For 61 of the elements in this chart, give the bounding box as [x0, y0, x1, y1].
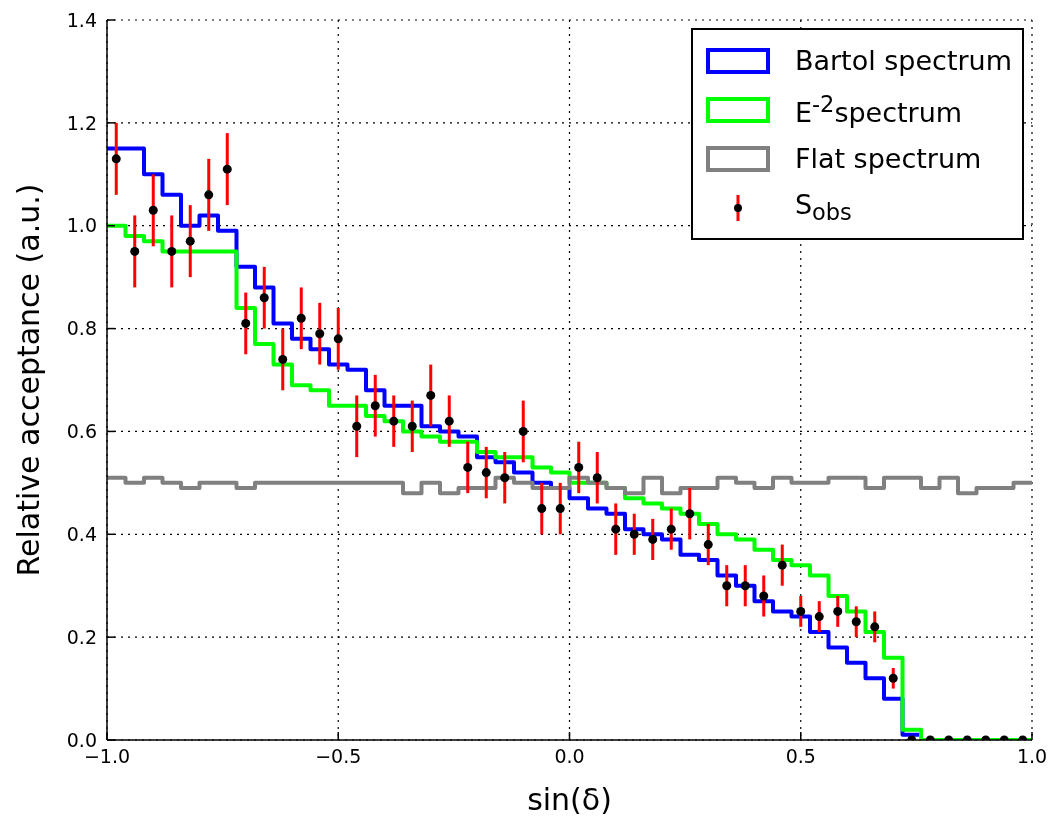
point [740, 581, 750, 591]
point [222, 164, 232, 174]
point [648, 534, 658, 544]
point [796, 606, 806, 616]
point [574, 462, 584, 472]
point [130, 246, 140, 256]
y-tick-label: 0.6 [66, 420, 97, 443]
point [259, 293, 269, 303]
legend-label: E$^{-2}$spectrum [794, 91, 963, 128]
point [537, 504, 547, 514]
y-tick-label: 1.2 [66, 111, 97, 134]
point [241, 318, 251, 328]
point [870, 622, 880, 632]
point [629, 529, 639, 539]
point [315, 329, 325, 339]
y-tick-label: 0.0 [66, 728, 97, 751]
point [370, 401, 380, 411]
y-tick-label: 0.8 [66, 317, 97, 340]
point [444, 416, 454, 426]
y-tick-label: 0.2 [66, 625, 97, 648]
point [833, 606, 843, 616]
point [888, 673, 898, 683]
point [666, 524, 676, 534]
point [703, 540, 713, 550]
legend-label: S$_{obs}$ [794, 189, 852, 226]
point [611, 524, 621, 534]
point [500, 473, 510, 483]
x-tick-label: −0.5 [315, 745, 362, 768]
y-tick-label: 0.4 [66, 523, 97, 546]
point [111, 154, 121, 164]
point [518, 426, 528, 436]
point [685, 509, 695, 519]
legend-label: Flat spectrum [794, 143, 982, 174]
point [592, 473, 602, 483]
point [278, 354, 288, 364]
legend-label: Bartol spectrum [794, 45, 1012, 76]
point [167, 246, 177, 256]
point [481, 468, 491, 478]
point [555, 504, 565, 514]
y-axis-title: Relative acceptance (a.u.) [10, 183, 46, 577]
point [185, 236, 195, 246]
x-tick-label: 0.5 [785, 745, 816, 768]
point [296, 313, 306, 323]
x-tick-label: 0.0 [554, 745, 585, 768]
x-tick-label: 1.0 [1016, 745, 1048, 768]
y-tick-label: 1.4 [66, 8, 97, 31]
point [814, 612, 824, 622]
point [148, 205, 158, 215]
point [333, 334, 343, 344]
point [777, 560, 787, 570]
point [389, 416, 399, 426]
point [407, 421, 417, 431]
point [426, 390, 436, 400]
point [352, 421, 362, 431]
point [722, 581, 732, 591]
x-axis-title: sin(δ) [527, 782, 612, 817]
point [463, 462, 473, 472]
point [204, 190, 214, 200]
point [851, 617, 861, 627]
point [759, 591, 769, 601]
y-tick-label: 1.0 [66, 214, 97, 237]
